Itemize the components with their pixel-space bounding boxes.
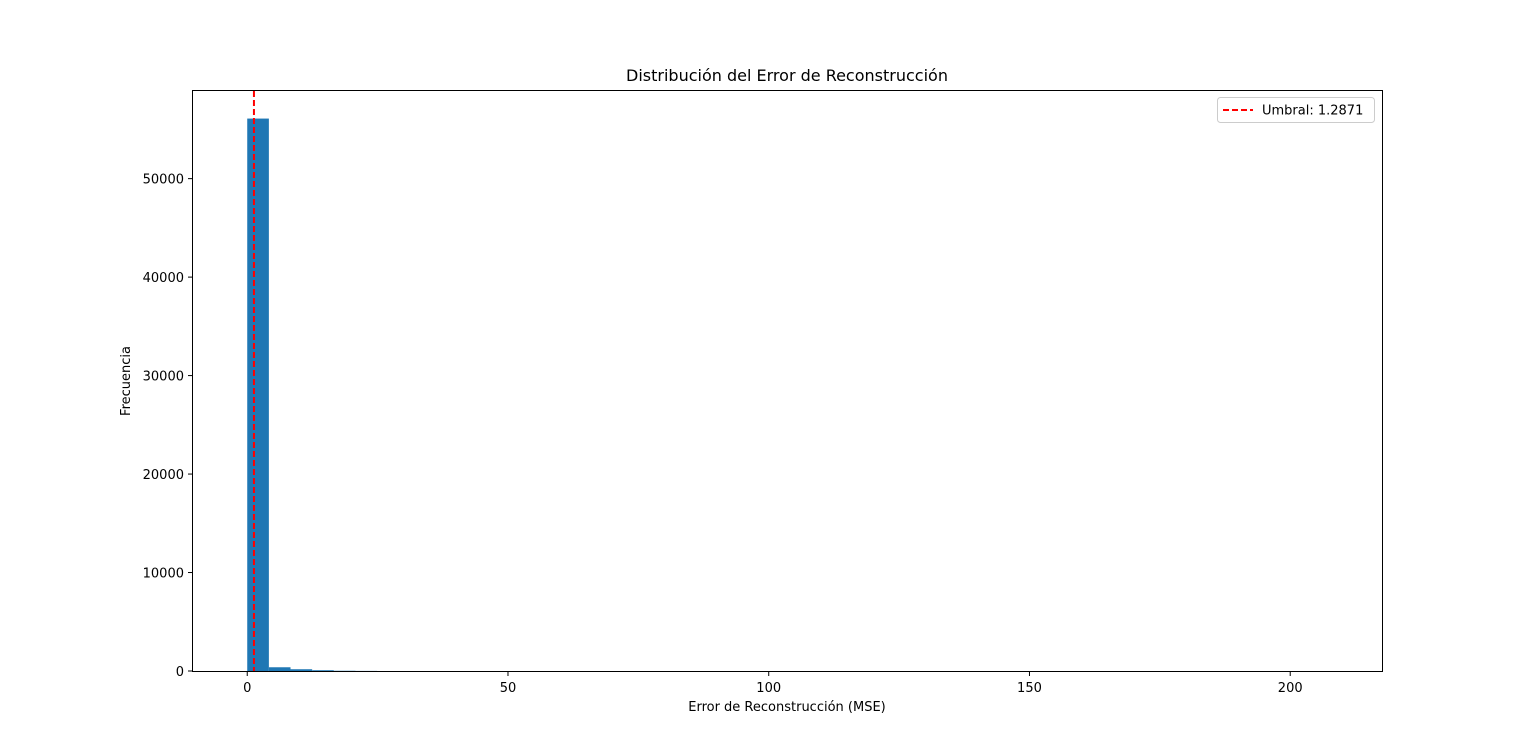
y-axis-label: Frecuencia	[119, 346, 134, 416]
y-tick-label: 0	[176, 665, 184, 680]
plot-frame	[192, 90, 1383, 672]
histogram-bar	[268, 667, 291, 671]
histogram-bar	[247, 118, 269, 672]
x-tick-label: 100	[756, 681, 781, 696]
legend: Umbral: 1.2871	[1217, 97, 1375, 123]
x-tick-label: 150	[1017, 681, 1042, 696]
legend-threshold-label: Umbral: 1.2871	[1262, 104, 1363, 119]
x-axis-ticks: 0 50 100 150 200	[243, 671, 1303, 696]
histogram-bar	[312, 670, 334, 671]
legend-box	[1217, 97, 1375, 123]
bars-layer	[247, 118, 378, 672]
y-axis-ticks: 0 10000 20000 30000 40000 50000	[143, 173, 193, 680]
y-tick-label: 40000	[143, 271, 184, 286]
y-tick-label: 50000	[143, 173, 184, 188]
y-tick-label: 10000	[143, 567, 184, 582]
x-tick-label: 50	[500, 681, 517, 696]
x-tick-label: 0	[243, 681, 251, 696]
x-axis-label: Error de Reconstrucción (MSE)	[688, 700, 886, 715]
y-tick-label: 30000	[143, 370, 184, 385]
x-tick-label: 200	[1278, 681, 1303, 696]
histogram-bar	[290, 669, 313, 671]
chart-title: Distribución del Error de Reconstrucción	[626, 66, 948, 85]
y-tick-label: 20000	[143, 468, 184, 483]
